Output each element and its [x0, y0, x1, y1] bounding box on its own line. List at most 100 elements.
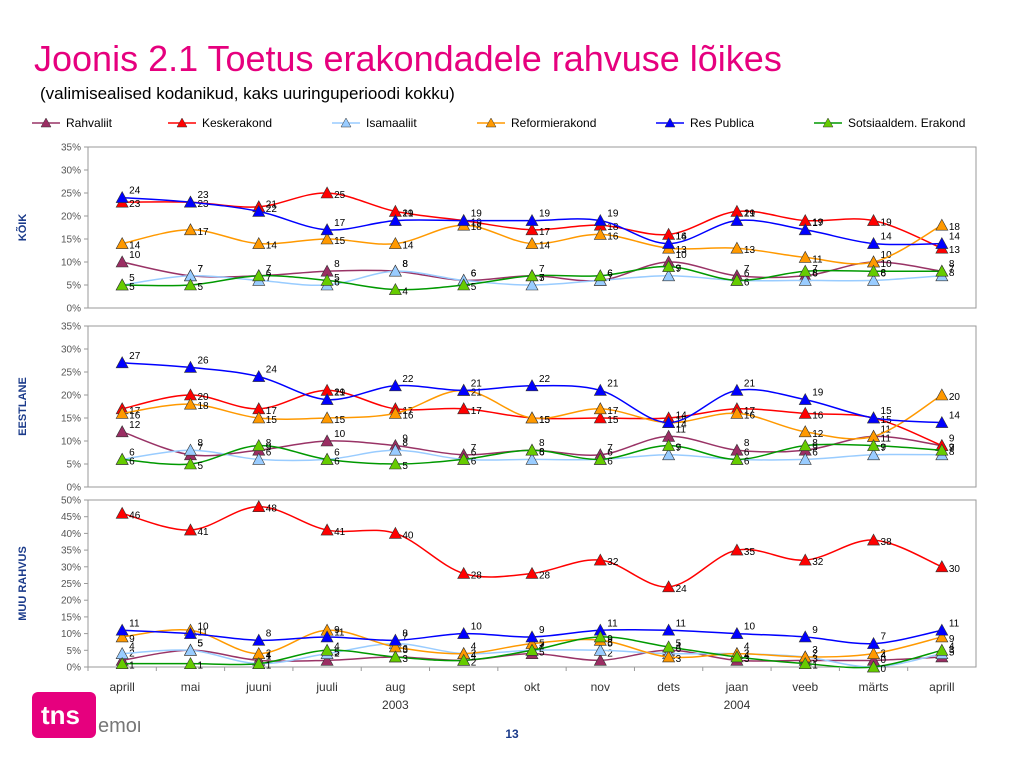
- data-point: [798, 452, 812, 465]
- data-label: 6: [129, 456, 135, 467]
- data-label: 6: [334, 447, 340, 458]
- data-label: 16: [676, 231, 688, 242]
- data-label: 5: [607, 638, 613, 649]
- data-label: 9: [676, 264, 682, 275]
- data-point: [867, 264, 881, 277]
- data-label: 24: [266, 365, 278, 376]
- x-tick-label: märts: [859, 680, 889, 694]
- data-label: 15: [334, 415, 346, 426]
- data-label: 9: [949, 634, 955, 645]
- data-label: 11: [881, 433, 892, 444]
- data-point: [457, 402, 471, 415]
- data-point: [525, 452, 539, 465]
- data-label: 24: [129, 186, 141, 197]
- data-label: 9: [676, 443, 682, 454]
- data-label: 4: [676, 642, 682, 653]
- data-label: 10: [881, 250, 893, 261]
- data-label: 27: [129, 351, 141, 362]
- panel-frame: [87, 146, 977, 309]
- data-label: 6: [471, 456, 477, 467]
- data-label: 11: [129, 618, 140, 629]
- legend-label: Keskerakond: [202, 116, 272, 130]
- data-label: 6: [607, 456, 613, 467]
- data-label: 26: [197, 355, 209, 366]
- data-label: 10: [334, 429, 346, 440]
- legend-label: Isamaaliit: [366, 116, 417, 130]
- data-label: 1: [266, 652, 272, 663]
- data-point: [320, 273, 334, 286]
- y-tick-label: 10%: [61, 437, 81, 448]
- data-point: [388, 443, 402, 456]
- data-label: 19: [402, 209, 414, 220]
- panel-frame: [87, 325, 977, 488]
- data-label: 17: [744, 406, 756, 417]
- data-label: 4: [471, 651, 477, 662]
- data-label: 4: [471, 642, 477, 653]
- data-point: [388, 633, 402, 646]
- data-label: 23: [197, 199, 209, 210]
- tns-emor-logo: tns emor: [32, 692, 140, 738]
- x-tick-label: dets: [657, 680, 680, 694]
- data-point: [320, 643, 334, 656]
- data-point: [935, 218, 949, 231]
- data-label: 6: [471, 268, 477, 279]
- data-label: 3: [744, 654, 750, 665]
- data-label: 8: [949, 259, 955, 270]
- data-point: [115, 506, 129, 519]
- data-label: 4: [744, 651, 750, 662]
- data-label: 10: [129, 250, 141, 261]
- data-label: 30: [949, 564, 961, 575]
- data-point: [525, 443, 539, 456]
- data-label: 7: [744, 264, 750, 275]
- data-label: 3: [402, 654, 408, 665]
- data-label: 8: [812, 438, 818, 449]
- data-point: [457, 626, 471, 639]
- data-point: [935, 264, 949, 277]
- data-point: [525, 379, 539, 392]
- data-point: [388, 282, 402, 295]
- data-point: [115, 278, 129, 291]
- y-tick-label: 15%: [61, 612, 81, 623]
- data-point: [388, 264, 402, 277]
- x-tick-label: jaan: [725, 680, 749, 694]
- x-tick-label: aprill: [929, 680, 954, 694]
- data-point: [252, 369, 266, 382]
- data-point: [115, 236, 129, 249]
- data-point: [935, 630, 949, 643]
- data-point: [662, 448, 676, 461]
- legend-label: Reformierakond: [511, 116, 596, 130]
- data-point: [593, 653, 607, 666]
- data-label: 22: [402, 374, 414, 385]
- data-label: 14: [402, 241, 414, 252]
- data-label: 5: [197, 282, 203, 293]
- data-label: 11: [197, 627, 208, 638]
- data-label: 17: [812, 218, 824, 229]
- data-label: 19: [471, 209, 483, 220]
- data-label: 3: [949, 645, 955, 656]
- data-point: [525, 411, 539, 424]
- logo-tns-text: tns: [41, 700, 80, 730]
- y-tick-label: 0%: [67, 304, 82, 315]
- data-label: 18: [607, 222, 619, 233]
- data-label: 11: [881, 424, 892, 435]
- data-label: 15: [539, 415, 551, 426]
- data-label: 20: [197, 392, 209, 403]
- data-label: 15: [266, 415, 278, 426]
- data-label: 2: [266, 648, 272, 659]
- data-point: [252, 236, 266, 249]
- data-label: 5: [129, 282, 135, 293]
- data-label: 41: [334, 527, 346, 538]
- data-label: 8: [334, 259, 340, 270]
- data-point: [593, 227, 607, 240]
- data-label: 2: [607, 648, 613, 659]
- data-label: 21: [471, 378, 483, 389]
- data-label: 7: [266, 273, 272, 284]
- data-point: [798, 273, 812, 286]
- data-label: 6: [607, 268, 613, 279]
- data-label: 6: [266, 447, 272, 458]
- data-label: 18: [949, 222, 961, 233]
- data-label: 48: [266, 504, 278, 515]
- data-point: [320, 434, 334, 447]
- data-label: 19: [881, 218, 893, 229]
